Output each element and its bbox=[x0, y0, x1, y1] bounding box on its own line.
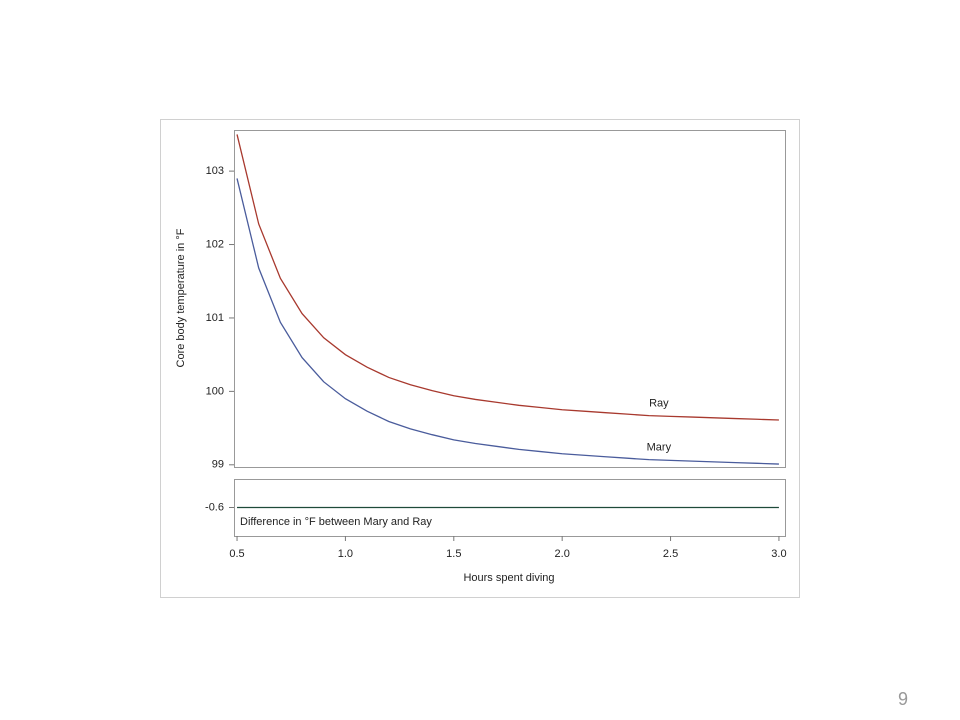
annotation: Difference in °F between Mary and Ray bbox=[240, 516, 432, 528]
y-axis-label: Core body temperature in °F bbox=[175, 228, 187, 367]
y-tick-label: 102 bbox=[206, 238, 224, 250]
upper-plot-area bbox=[234, 130, 786, 468]
page-number: 9 bbox=[898, 689, 908, 709]
series-label: Ray bbox=[649, 398, 669, 410]
y-tick-label: 101 bbox=[206, 312, 224, 324]
y-tick-label: 103 bbox=[206, 165, 224, 177]
y-tick-label: 100 bbox=[206, 385, 224, 397]
x-axis-label: Hours spent diving bbox=[463, 572, 554, 584]
chart-frame bbox=[160, 119, 800, 598]
x-tick-label: 2.5 bbox=[663, 548, 678, 560]
lower-plot-area bbox=[234, 479, 786, 537]
y-tick-label: -0.6 bbox=[205, 501, 224, 513]
line-series bbox=[236, 134, 779, 421]
x-tick-label: 3.0 bbox=[771, 548, 786, 560]
line-series bbox=[236, 178, 779, 465]
series-label: Mary bbox=[647, 442, 672, 454]
x-tick-label: 0.5 bbox=[229, 548, 244, 560]
y-tick-label: 99 bbox=[212, 459, 224, 471]
x-tick-label: 1.5 bbox=[446, 548, 461, 560]
x-tick-label: 1.0 bbox=[338, 548, 353, 560]
x-tick-label: 2.0 bbox=[555, 548, 570, 560]
